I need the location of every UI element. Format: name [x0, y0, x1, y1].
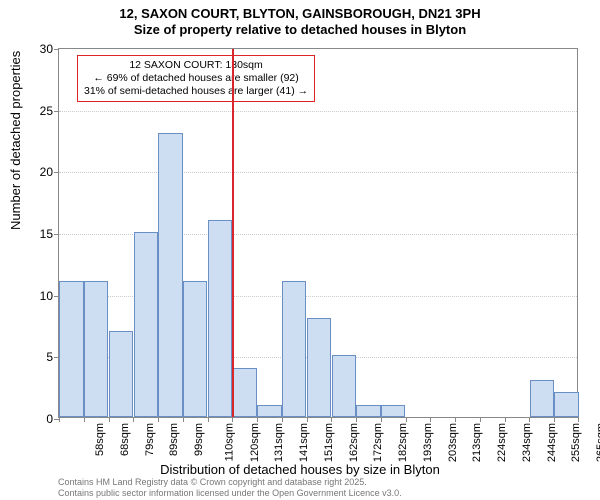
xtick-mark: [133, 417, 134, 422]
xtick-label: 110sqm: [223, 423, 235, 461]
ytick-mark: [54, 172, 59, 173]
xtick-label: 203sqm: [447, 423, 459, 462]
xtick-label: 255sqm: [571, 423, 583, 462]
histogram-bar: [183, 281, 207, 417]
xtick-label: 120sqm: [249, 423, 261, 462]
histogram-bar: [158, 133, 182, 417]
plot-area: 12 SAXON COURT: 130sqm ← 69% of detached…: [58, 48, 578, 418]
xtick-mark: [331, 417, 332, 422]
xtick-label: 213sqm: [472, 423, 484, 462]
title-line-2: Size of property relative to detached ho…: [0, 22, 600, 38]
ytick-label: 30: [40, 42, 53, 56]
footer-line-2: Contains public sector information licen…: [58, 488, 402, 498]
histogram-bar: [59, 281, 83, 417]
xtick-mark: [455, 417, 456, 422]
histogram-bar: [208, 220, 232, 417]
xtick-mark: [505, 417, 506, 422]
xtick-label: 131sqm: [273, 423, 285, 462]
xtick-mark: [356, 417, 357, 422]
ytick-mark: [54, 111, 59, 112]
xtick-mark: [84, 417, 85, 422]
gridline: [59, 111, 577, 112]
xtick-label: 79sqm: [144, 423, 156, 456]
xtick-label: 162sqm: [348, 423, 360, 462]
annotation-line-3: 31% of semi-detached houses are larger (…: [84, 85, 308, 98]
ytick-mark: [54, 49, 59, 50]
xtick-mark: [59, 417, 60, 422]
xtick-mark: [578, 417, 579, 422]
annotation-line-2: ← 69% of detached houses are smaller (92…: [84, 72, 308, 85]
ytick-label: 15: [40, 227, 53, 241]
xtick-label: 99sqm: [193, 423, 205, 456]
xtick-mark: [158, 417, 159, 422]
xtick-mark: [282, 417, 283, 422]
annotation-box: 12 SAXON COURT: 130sqm ← 69% of detached…: [77, 55, 315, 102]
gridline: [59, 172, 577, 173]
xtick-label: 89sqm: [168, 423, 180, 456]
xtick-label: 58sqm: [94, 423, 106, 456]
annotation-line-1: 12 SAXON COURT: 130sqm: [84, 59, 308, 72]
xtick-label: 234sqm: [521, 423, 533, 462]
xtick-mark: [307, 417, 308, 422]
histogram-bar: [356, 405, 380, 417]
histogram-bar: [84, 281, 108, 417]
xtick-mark: [529, 417, 530, 422]
x-axis-label: Distribution of detached houses by size …: [0, 462, 600, 477]
xtick-mark: [257, 417, 258, 422]
histogram-bar: [530, 380, 554, 417]
chart-title: 12, SAXON COURT, BLYTON, GAINSBOROUGH, D…: [0, 0, 600, 37]
xtick-mark: [109, 417, 110, 422]
histogram-bar: [307, 318, 331, 417]
histogram-bar: [257, 405, 281, 417]
xtick-label: 182sqm: [397, 423, 409, 462]
chart-container: 12, SAXON COURT, BLYTON, GAINSBOROUGH, D…: [0, 0, 600, 500]
histogram-bar: [282, 281, 306, 417]
xtick-label: 141sqm: [298, 423, 310, 462]
ytick-label: 0: [46, 412, 53, 426]
xtick-label: 265sqm: [595, 423, 600, 462]
footer-line-1: Contains HM Land Registry data © Crown c…: [58, 477, 402, 487]
xtick-mark: [430, 417, 431, 422]
xtick-label: 172sqm: [373, 423, 385, 462]
histogram-bar: [332, 355, 356, 417]
histogram-bar: [109, 331, 133, 417]
xtick-mark: [381, 417, 382, 422]
ytick-mark: [54, 234, 59, 235]
ytick-label: 10: [40, 289, 53, 303]
histogram-bar: [233, 368, 257, 417]
xtick-mark: [480, 417, 481, 422]
ytick-label: 25: [40, 104, 53, 118]
title-line-1: 12, SAXON COURT, BLYTON, GAINSBOROUGH, D…: [0, 6, 600, 22]
histogram-bar: [134, 232, 158, 417]
xtick-label: 151sqm: [323, 423, 335, 462]
footer-text: Contains HM Land Registry data © Crown c…: [58, 477, 402, 498]
xtick-mark: [554, 417, 555, 422]
ytick-label: 5: [46, 350, 53, 364]
xtick-mark: [183, 417, 184, 422]
xtick-label: 193sqm: [422, 423, 434, 462]
xtick-mark: [208, 417, 209, 422]
ytick-label: 20: [40, 165, 53, 179]
xtick-label: 224sqm: [496, 423, 508, 462]
histogram-bar: [554, 392, 578, 417]
y-axis-label: Number of detached properties: [8, 51, 23, 230]
xtick-label: 244sqm: [546, 423, 558, 462]
marker-line: [232, 49, 234, 417]
xtick-label: 68sqm: [119, 423, 131, 456]
xtick-mark: [406, 417, 407, 422]
xtick-mark: [232, 417, 233, 422]
histogram-bar: [381, 405, 405, 417]
